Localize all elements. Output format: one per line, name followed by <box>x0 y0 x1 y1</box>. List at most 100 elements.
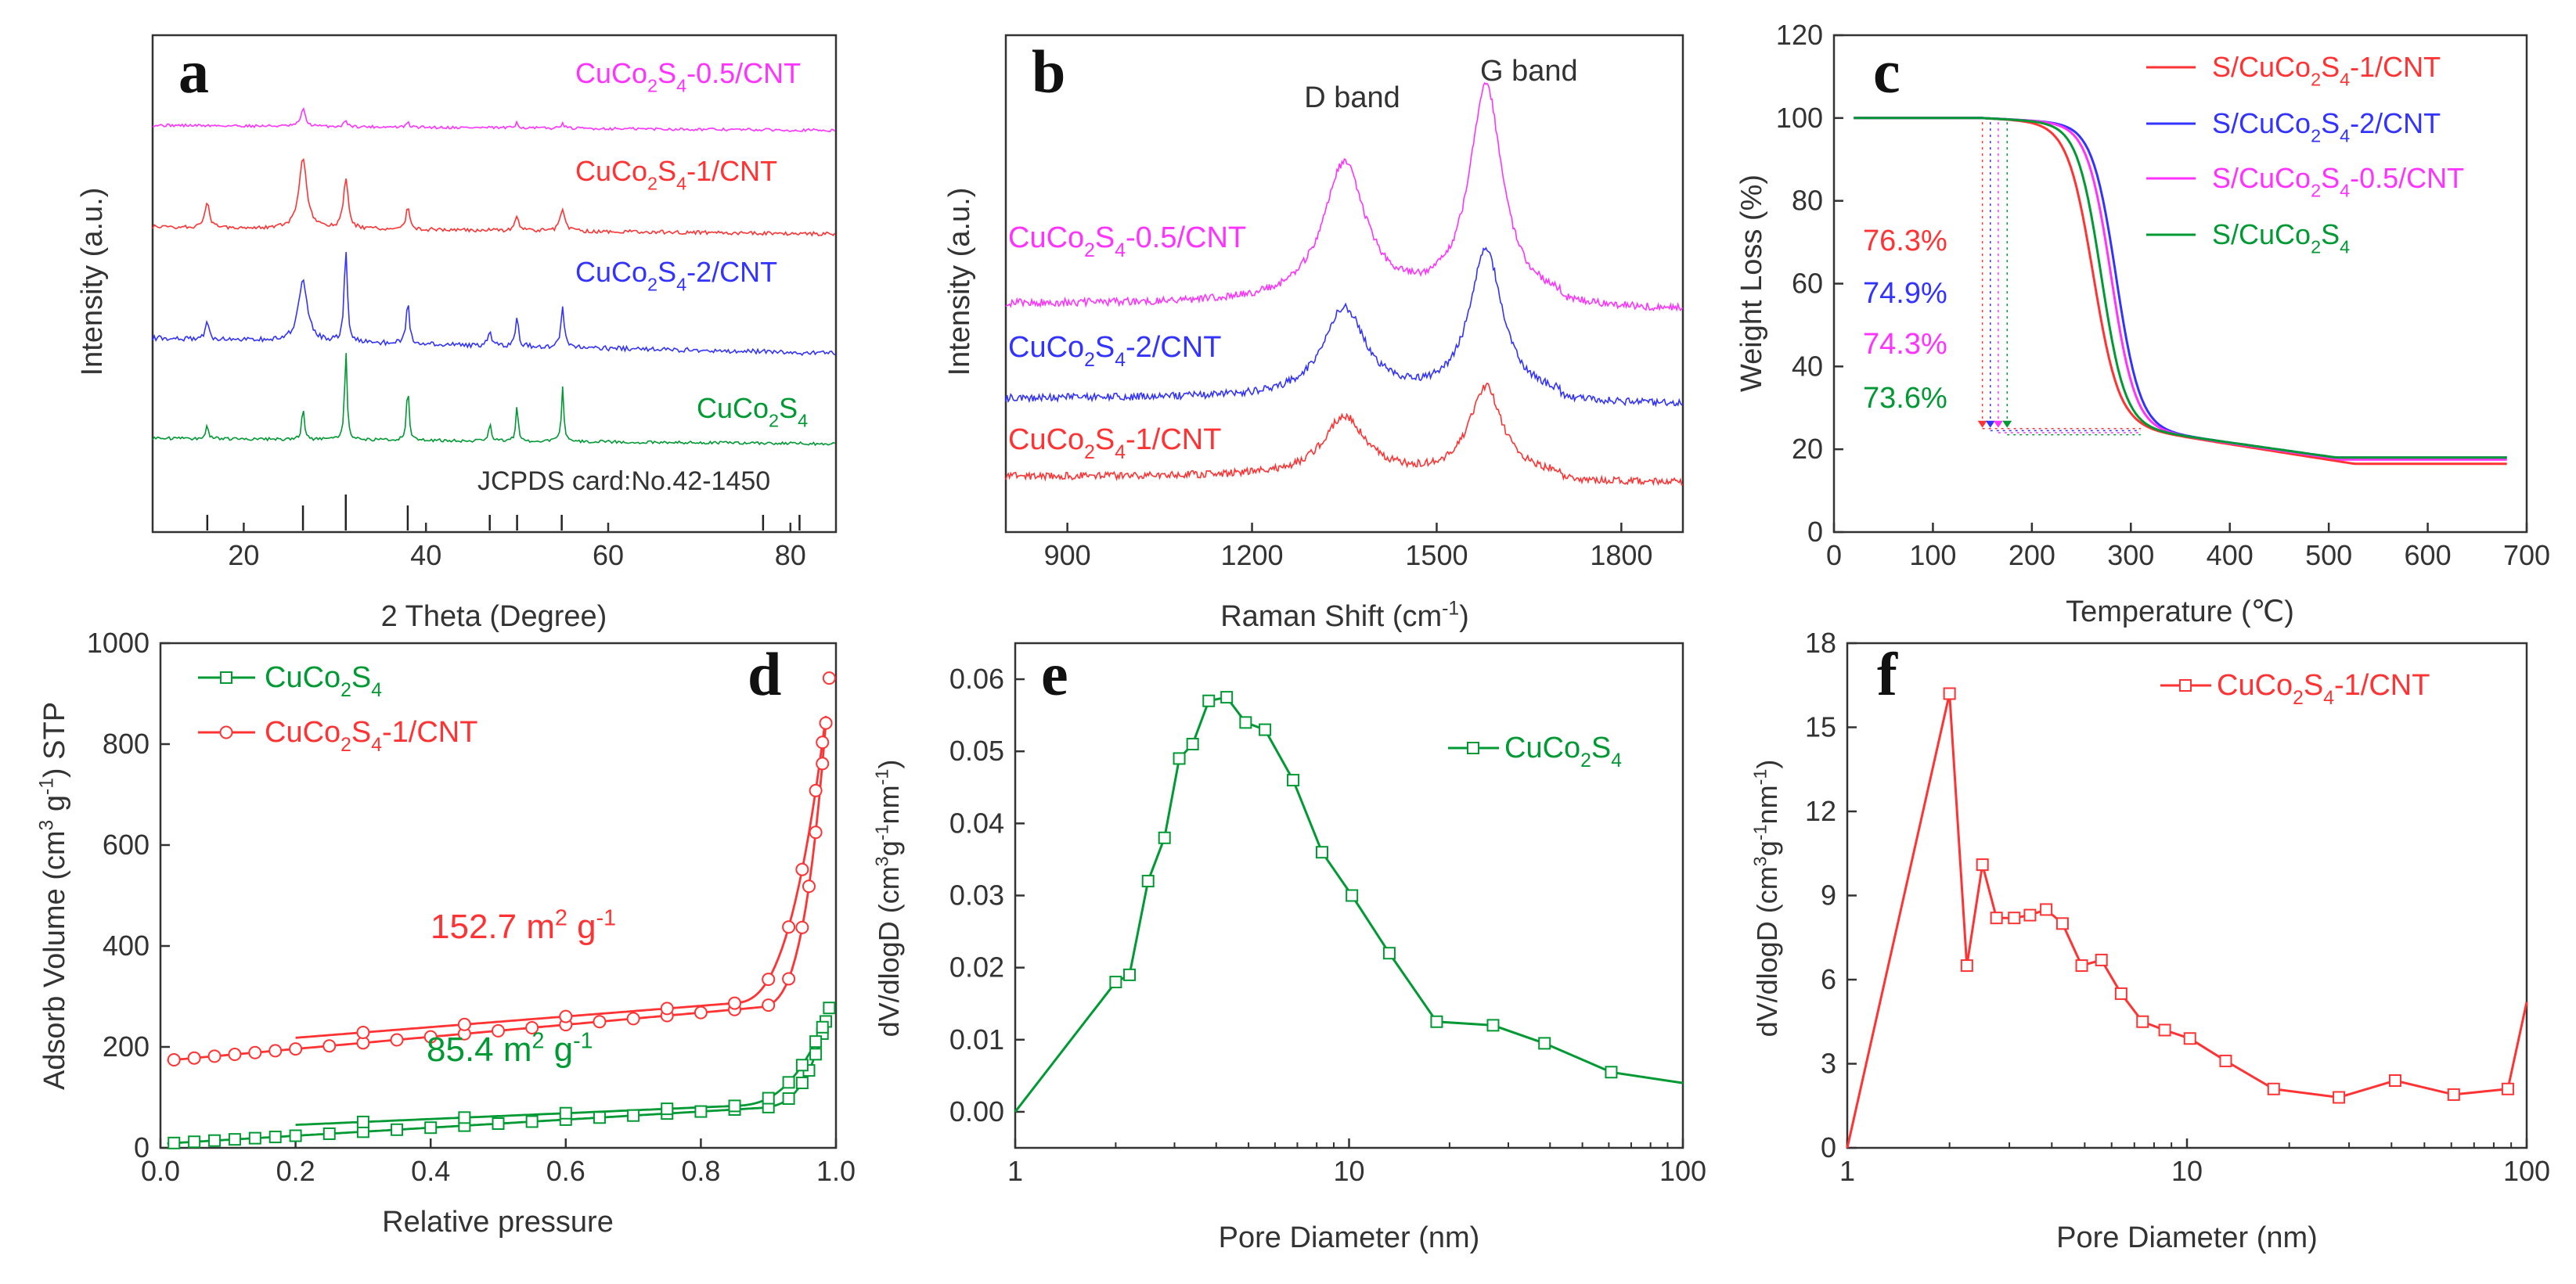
panel-e-ytick-label: 0.00 <box>949 1095 1004 1128</box>
panel-b-xtick-label: 900 <box>1044 539 1091 571</box>
isotherm-point <box>228 1048 242 1062</box>
isotherm-point <box>593 1111 606 1124</box>
panel-c-ytick-label: 100 <box>1776 102 1823 134</box>
raman-g-band-label: G band <box>1480 55 1578 88</box>
pore-point <box>1486 1019 1500 1032</box>
panel-c-xtick-label: 200 <box>2009 539 2055 571</box>
panel-f-ytick-label: 0 <box>1821 1131 1836 1164</box>
pore-point <box>2183 1032 2196 1045</box>
isotherm-point <box>559 1106 572 1120</box>
pore-point <box>1960 959 1973 973</box>
panel-e-ytick-label: 0.01 <box>949 1023 1004 1056</box>
raman-d-band-label: D band <box>1304 81 1400 114</box>
raman-legend-CuCo2S4-1/CNT: CuCo2S4-1/CNT <box>1008 423 1221 463</box>
xrd-line-CuCo2S4 <box>152 353 835 447</box>
panel-d-xtick-label: 0.4 <box>411 1155 450 1187</box>
pore-point <box>2447 1088 2460 1101</box>
panel-c-ytick-label: 40 <box>1792 350 1823 382</box>
panel-a-frame <box>151 34 838 534</box>
panel-a-xtick-label: 20 <box>228 539 259 571</box>
isotherm-point <box>694 1105 708 1118</box>
isotherm-point <box>390 1033 404 1047</box>
panel-b-xtick-label: 1500 <box>1405 539 1468 571</box>
panel-c-ytick-label: 20 <box>1792 433 1823 465</box>
pore-point <box>1315 846 1328 859</box>
panel-d-frame <box>159 642 838 1149</box>
isotherm-point <box>525 1115 539 1128</box>
isotherm-point <box>802 879 816 894</box>
pore-point <box>2136 1015 2149 1028</box>
xrd-line-CuCo2S4-2/CNT <box>152 252 836 356</box>
panel-e-xtick-label: 100 <box>1659 1155 1706 1187</box>
pore-point <box>2333 1091 2346 1104</box>
panel-f-xlabel: Pore Diameter (nm) <box>2056 1221 2318 1254</box>
isotherm-point <box>661 1102 674 1116</box>
pore-point <box>1259 723 1272 736</box>
tga-legend-S/CuCo2S4-2/CNT: S/CuCo2S4-2/CNT <box>2212 107 2441 146</box>
pore-point <box>1202 694 1216 707</box>
raman-line-CuCo2S4-1/CNT <box>1005 382 1684 487</box>
xrd-line-CuCo2S4-0.5/CNT <box>152 106 836 133</box>
xrd-legend-CuCo2S4: CuCo2S4 <box>697 392 808 431</box>
panel-e-xtick-label: 1 <box>1007 1155 1023 1187</box>
panel-f-legend-CuCo2S4-1/CNT: CuCo2S4-1/CNT <box>2217 669 2430 709</box>
tga-legend-S/CuCo2S4-1/CNT: S/CuCo2S4-1/CNT <box>2212 51 2441 90</box>
panel-f-ytick-label: 15 <box>1805 711 1836 743</box>
surface-area-CuCo2S4: 85.4 m2 g-1 <box>427 1028 593 1069</box>
isotherm-point <box>187 1051 201 1065</box>
panel-e-ytick-label: 0.06 <box>949 663 1004 695</box>
pore-point <box>2267 1082 2280 1095</box>
isotherm-point <box>728 996 742 1010</box>
isotherm-point <box>289 1129 302 1142</box>
panel-d-ytick-label: 600 <box>103 829 150 861</box>
pore-point <box>1382 947 1396 960</box>
panel-c-xtick-label: 100 <box>1909 539 1956 571</box>
panel-a-xlabel: 2 Theta (Degree) <box>381 600 607 633</box>
tga-sulfur-content: 73.6% <box>1863 382 1947 415</box>
isotherm-point <box>188 1135 201 1149</box>
panel-b-xlabel: Raman Shift (cm-1) <box>1220 599 1469 633</box>
panel-d-ytick-label: 1000 <box>87 627 150 659</box>
panel-d-xlabel: Relative pressure <box>382 1206 614 1239</box>
tga-sulfur-content: 74.9% <box>1863 277 1947 310</box>
panel-d-xtick-label: 1.0 <box>816 1155 856 1187</box>
isotherm-point <box>809 1048 823 1061</box>
panel-c-xtick-label: 600 <box>2405 539 2452 571</box>
isotherm-point <box>823 1002 836 1015</box>
pore-point <box>1430 1015 1443 1028</box>
pore-point <box>1943 687 1956 700</box>
panel-b-xtick-label: 1800 <box>1590 539 1652 571</box>
isotherm-point <box>795 862 809 876</box>
panel-f-frame <box>1846 642 2528 1149</box>
panel-f-ytick-label: 3 <box>1821 1048 1836 1080</box>
pore-point <box>2095 953 2108 966</box>
isotherm-point <box>268 1044 283 1058</box>
isotherm-point <box>795 1059 809 1072</box>
panel-f-xtick-label: 10 <box>2171 1155 2203 1187</box>
panel-c-ytick-label: 60 <box>1792 268 1823 300</box>
panel-c-ytick-label: 120 <box>1776 19 1823 51</box>
panel-b-xtick-label: 1200 <box>1220 539 1283 571</box>
isotherm-point <box>228 1133 241 1146</box>
isotherm-legend-CuCo2S4-1/CNT: CuCo2S4-1/CNT <box>265 716 477 756</box>
panel-d-ytick-label: 0 <box>134 1131 150 1164</box>
raman-legend-CuCo2S4-0.5/CNT: CuCo2S4-0.5/CNT <box>1008 221 1246 261</box>
tga-guide-arrow <box>1985 420 1995 428</box>
isotherm-point <box>322 1127 336 1140</box>
isotherm-point <box>816 1020 829 1034</box>
panel-e-ytick-label: 0.04 <box>949 807 1004 839</box>
a-panel-label: a <box>178 38 209 106</box>
isotherm-point <box>809 1035 823 1048</box>
isotherm-point <box>356 1115 369 1128</box>
isotherm-point <box>694 1005 708 1020</box>
panel-f-panel-label: f <box>1877 640 1898 708</box>
panel-d-xtick-label: 0.0 <box>141 1155 180 1187</box>
panel-c-ytick-label: 0 <box>1807 516 1823 548</box>
isotherm-point <box>207 1049 222 1063</box>
panel-a-xtick-label: 60 <box>593 539 624 571</box>
pore-point <box>1141 875 1155 888</box>
b-panel-label: b <box>1032 38 1065 106</box>
isotherm-point <box>391 1123 404 1136</box>
isotherm-legend-CuCo2S4: CuCo2S4 <box>265 661 382 701</box>
pore-point <box>1173 752 1186 765</box>
